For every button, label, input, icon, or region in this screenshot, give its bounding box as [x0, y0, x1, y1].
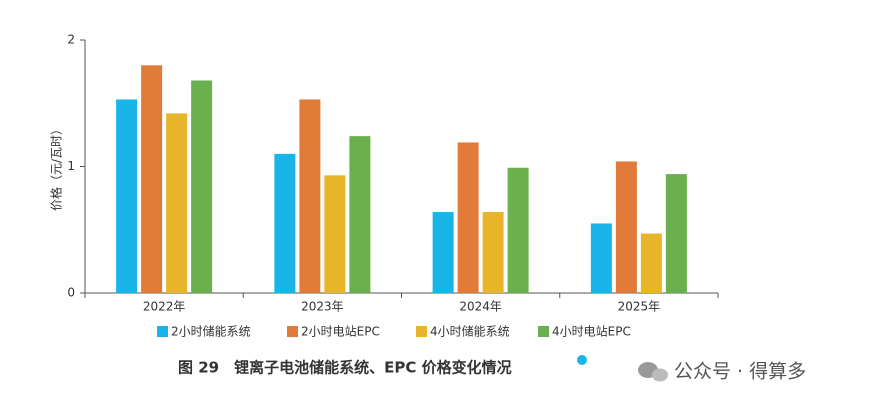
bar — [166, 113, 188, 294]
legend-swatch — [538, 326, 549, 337]
bar — [274, 153, 296, 293]
legend-label: 4小时储能系统 — [430, 324, 510, 339]
bar — [299, 99, 321, 293]
x-tick-label: 2022年 — [143, 300, 186, 314]
x-tick-label: 2025年 — [618, 300, 661, 314]
y-tick-label: 1 — [67, 159, 75, 173]
legend-label: 2小时电站EPC — [301, 325, 380, 339]
wechat-icon — [638, 362, 668, 382]
info-icon — [577, 355, 587, 365]
y-axis-label: 价格（元/瓦时） — [49, 123, 64, 211]
x-tick-label: 2024年 — [459, 300, 502, 314]
legend-swatch — [157, 326, 168, 337]
legend-label: 4小时电站EPC — [552, 325, 631, 339]
bar — [457, 142, 479, 293]
watermark: 公众号 · 得算多 — [674, 361, 806, 383]
y-tick-label: 0 — [67, 286, 75, 300]
x-tick-label: 2023年 — [301, 300, 344, 314]
bar — [665, 174, 687, 293]
legend-swatch — [287, 326, 298, 337]
bar — [191, 80, 213, 293]
bar — [590, 223, 612, 293]
y-tick-label: 2 — [67, 33, 75, 47]
chart-title: 图 29 锂离子电池储能系统、EPC 价格变化情况 — [178, 359, 512, 377]
bar — [116, 99, 138, 293]
bar — [432, 212, 454, 293]
bar — [482, 212, 504, 293]
legend-swatch — [416, 326, 427, 337]
bar — [507, 167, 529, 293]
bar — [615, 161, 637, 293]
bar — [141, 65, 163, 293]
bar — [349, 136, 371, 293]
bar — [640, 233, 662, 293]
legend-label: 2小时储能系统 — [171, 324, 251, 339]
bar — [324, 175, 346, 293]
